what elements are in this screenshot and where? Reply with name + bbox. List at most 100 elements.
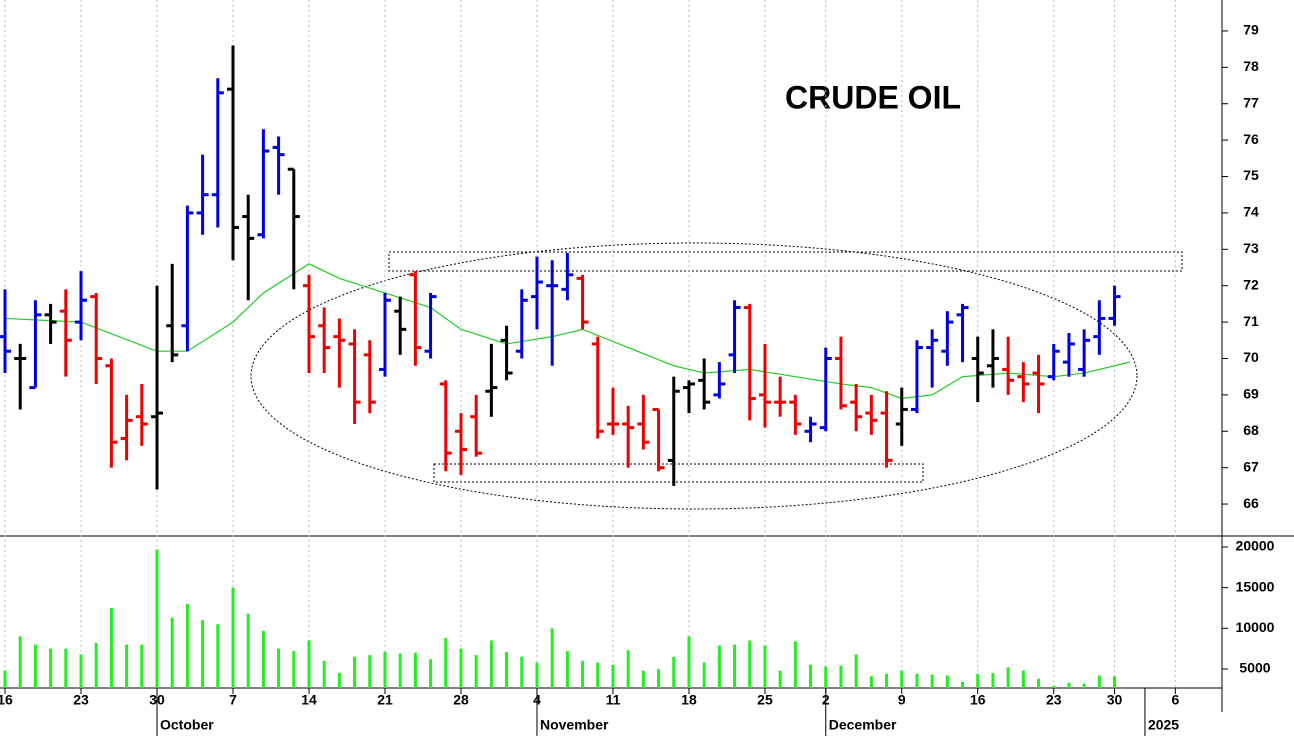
volume-bar bbox=[489, 640, 493, 688]
resistance-box bbox=[388, 251, 1183, 272]
y-tick-label: 5000 bbox=[1239, 660, 1270, 676]
volume-bar bbox=[1006, 667, 1010, 688]
volume-bar bbox=[1021, 670, 1025, 688]
volume-bar bbox=[307, 640, 311, 688]
x-tick-label: 23 bbox=[73, 692, 89, 708]
volume-bar bbox=[626, 650, 630, 688]
volume-bar bbox=[216, 624, 220, 688]
volume-bar bbox=[429, 659, 433, 688]
volume-bar bbox=[961, 681, 965, 688]
volume-bar bbox=[64, 648, 68, 688]
x-tick-label: 6 bbox=[1171, 692, 1179, 708]
volume-bar bbox=[459, 648, 463, 688]
moving-average bbox=[4, 263, 1130, 400]
y-tick-label: 69 bbox=[1243, 386, 1259, 402]
volume-bar bbox=[337, 673, 341, 688]
volume-bar bbox=[1052, 686, 1056, 688]
volume-bar bbox=[900, 670, 904, 688]
volume-bar bbox=[869, 676, 873, 688]
x-tick-label: 16 bbox=[0, 692, 13, 708]
volume-bar bbox=[809, 664, 813, 688]
y-tick-label: 20000 bbox=[1236, 538, 1275, 554]
volume-bar bbox=[413, 652, 417, 688]
volume-bar bbox=[687, 636, 691, 688]
y-tick-label: 77 bbox=[1243, 94, 1259, 110]
y-tick-label: 67 bbox=[1243, 458, 1259, 474]
y-tick-label: 74 bbox=[1243, 204, 1259, 220]
volume-bar bbox=[246, 613, 250, 688]
volume-bar bbox=[125, 644, 129, 688]
support-box bbox=[433, 463, 924, 483]
y-tick-label: 76 bbox=[1243, 131, 1259, 147]
volume-bar bbox=[854, 654, 858, 688]
x-tick-label: 30 bbox=[1107, 692, 1123, 708]
volume-bar bbox=[596, 662, 600, 688]
volume-bar bbox=[322, 660, 326, 688]
volume-bar bbox=[474, 655, 478, 688]
volume-bar bbox=[672, 656, 676, 688]
volume-bar bbox=[201, 620, 205, 688]
x-tick-label: 28 bbox=[453, 692, 469, 708]
y-tick-label: 10000 bbox=[1236, 619, 1275, 635]
volume-bar bbox=[565, 651, 569, 688]
volume-bar bbox=[292, 651, 296, 688]
volume-bar bbox=[1113, 676, 1117, 688]
y-tick-label: 78 bbox=[1243, 58, 1259, 74]
chart-title: CRUDE OIL bbox=[785, 79, 961, 115]
volume-bar bbox=[824, 666, 828, 688]
volume-bar bbox=[94, 642, 98, 688]
volume-bar bbox=[1037, 678, 1041, 688]
y-tick-label: 68 bbox=[1243, 422, 1259, 438]
volume-bar bbox=[155, 549, 159, 688]
volume-bar bbox=[991, 673, 995, 688]
volume-bar bbox=[717, 645, 721, 688]
volume-bar bbox=[535, 662, 539, 688]
month-label: December bbox=[829, 717, 897, 733]
volume-bar bbox=[109, 607, 113, 688]
y-tick-label: 70 bbox=[1243, 349, 1259, 365]
x-tick-label: 7 bbox=[229, 692, 237, 708]
volume-bar bbox=[581, 660, 585, 688]
volume-bar bbox=[748, 640, 752, 688]
volume-bar bbox=[261, 630, 265, 688]
volume-bar bbox=[930, 674, 934, 688]
volume-bar bbox=[611, 664, 615, 688]
volume-bar bbox=[353, 656, 357, 688]
volume-bar bbox=[33, 644, 37, 688]
volume-bar bbox=[520, 656, 524, 688]
x-tick-label: 9 bbox=[898, 692, 906, 708]
month-label: 2025 bbox=[1148, 717, 1179, 733]
volume-bar bbox=[383, 651, 387, 688]
volume-bar bbox=[79, 654, 83, 688]
volume-bar bbox=[3, 670, 7, 688]
volume-bar bbox=[793, 641, 797, 688]
volume-bar bbox=[733, 644, 737, 688]
volume-bar bbox=[18, 636, 22, 688]
volume-bar bbox=[1082, 683, 1086, 688]
volume-bar bbox=[231, 587, 235, 688]
volume-bar bbox=[885, 673, 889, 688]
x-tick-label: 14 bbox=[301, 692, 317, 708]
volume-bar bbox=[915, 673, 919, 688]
y-tick-label: 73 bbox=[1243, 240, 1259, 256]
volume-bar bbox=[1067, 682, 1071, 688]
y-tick-label: 15000 bbox=[1236, 578, 1275, 594]
range-ellipse bbox=[250, 242, 1138, 510]
y-tick-label: 79 bbox=[1243, 22, 1259, 38]
volume-bar bbox=[702, 662, 706, 688]
x-tick-label: 16 bbox=[970, 692, 986, 708]
y-tick-label: 75 bbox=[1243, 167, 1259, 183]
volume-bar bbox=[778, 670, 782, 688]
y-tick-label: 66 bbox=[1243, 495, 1259, 511]
x-tick-label: 25 bbox=[757, 692, 773, 708]
x-tick-label: 21 bbox=[377, 692, 393, 708]
y-tick-label: 72 bbox=[1243, 276, 1259, 292]
volume-bar bbox=[1097, 675, 1101, 688]
month-label: November bbox=[540, 717, 609, 733]
volume-bar bbox=[398, 653, 402, 688]
volume-bar bbox=[170, 617, 174, 688]
volume-bar bbox=[945, 675, 949, 688]
volume-bar bbox=[277, 648, 281, 688]
